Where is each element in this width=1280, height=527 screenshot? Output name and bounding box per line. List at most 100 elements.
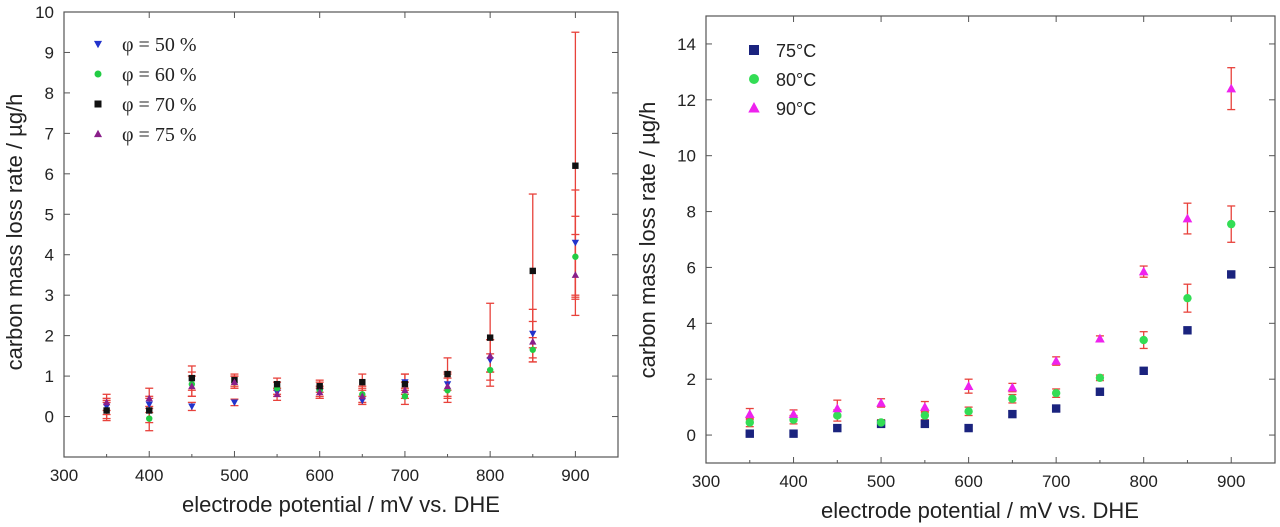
right-point-series-0 xyxy=(1139,366,1148,376)
right-plot-frame xyxy=(705,15,1276,464)
right-y-axis-label: carbon mass loss rate / µg/h xyxy=(635,102,660,379)
left-point-series-3 xyxy=(230,378,239,386)
right-point-series-2 xyxy=(876,397,886,407)
left-point-series-2 xyxy=(103,407,110,414)
right-point-series-1 xyxy=(876,418,886,427)
right-point-series-2 xyxy=(1007,382,1018,392)
right-point-series-1 xyxy=(745,418,754,427)
right-legend: 75°C 80°C 90°C xyxy=(748,41,816,119)
left-x-tick-label: 800 xyxy=(476,466,504,485)
right-point-series-2 xyxy=(1095,333,1105,343)
right-point-series-0 xyxy=(920,419,930,429)
left-point-series-3 xyxy=(145,394,153,402)
right-point-series-2 xyxy=(1182,213,1193,223)
left-point-series-2 xyxy=(146,407,153,414)
left-point-series-3 xyxy=(443,382,452,390)
left-point-series-2 xyxy=(316,383,323,390)
left-y-tick-label: 10 xyxy=(35,3,54,22)
left-point-series-1 xyxy=(572,253,579,260)
left-point-series-3 xyxy=(401,386,409,394)
left-point-series-3 xyxy=(358,392,366,400)
right-y-tick-label: 4 xyxy=(687,314,696,333)
left-plot-frame xyxy=(63,11,619,458)
right-ticks: 300 400 500 600 700 800 900 0 2 4 6 8 10 12 14 xyxy=(677,16,1275,491)
left-point-series-2 xyxy=(486,334,494,341)
right-marks xyxy=(744,67,1237,438)
right-legend-label-0: 75°C xyxy=(776,41,816,61)
right-legend-marker-2 xyxy=(748,102,760,113)
right-x-tick-label: 800 xyxy=(1130,472,1158,491)
right-point-series-1 xyxy=(920,411,930,420)
right-point-series-0 xyxy=(833,423,842,433)
right-x-axis-label: electrode potential / mV vs. DHE xyxy=(821,498,1139,523)
left-legend-label-3: φ = 75 % xyxy=(122,124,196,146)
right-chart: electrode potential / mV vs. DHE carbon … xyxy=(635,15,1276,523)
right-point-series-0 xyxy=(1227,270,1236,279)
right-point-series-0 xyxy=(1051,404,1061,413)
left-point-series-0 xyxy=(529,330,537,338)
left-y-tick-label: 4 xyxy=(45,246,54,265)
right-point-series-0 xyxy=(1008,409,1017,419)
right-y-tick-label: 0 xyxy=(687,426,696,445)
left-point-series-3 xyxy=(529,337,537,345)
left-point-series-2 xyxy=(273,380,281,388)
left-legend-label-0: φ = 50 % xyxy=(122,34,196,56)
right-y-tick-label: 10 xyxy=(677,147,696,166)
right-point-series-1 xyxy=(964,407,973,416)
right-point-series-1 xyxy=(1095,373,1105,382)
left-point-series-3 xyxy=(273,390,281,398)
right-point-series-2 xyxy=(1226,83,1237,93)
right-point-series-1 xyxy=(1051,388,1061,398)
right-y-tick-label: 2 xyxy=(687,370,696,389)
right-x-tick-label: 700 xyxy=(1042,472,1070,491)
right-legend-label-2: 90°C xyxy=(776,99,816,119)
left-point-series-0 xyxy=(188,403,196,411)
left-x-tick-label: 900 xyxy=(561,466,589,485)
left-y-axis-label: carbon mass loss rate / µg/h xyxy=(2,94,27,371)
left-y-tick-label: 7 xyxy=(45,124,54,143)
right-x-tick-label: 900 xyxy=(1217,472,1245,491)
left-point-series-2 xyxy=(529,267,536,275)
right-point-series-1 xyxy=(1008,394,1017,403)
right-point-series-2 xyxy=(832,403,843,413)
left-x-tick-label: 600 xyxy=(306,466,334,485)
right-legend-marker-0 xyxy=(749,45,759,55)
left-legend-marker-3 xyxy=(93,129,103,138)
left-legend-label-2: φ = 70 % xyxy=(122,94,196,116)
left-y-tick-label: 9 xyxy=(45,43,54,62)
left-point-series-1 xyxy=(529,346,536,353)
left-point-series-2 xyxy=(572,162,579,169)
left-chart: electrode potential / mV vs. DHE carbon … xyxy=(2,3,619,517)
left-legend-marker-2 xyxy=(94,100,102,108)
right-point-series-2 xyxy=(788,409,799,418)
right-point-series-1 xyxy=(1183,293,1192,303)
left-x-tick-label: 300 xyxy=(50,466,78,485)
left-point-series-2 xyxy=(444,370,451,378)
left-point-series-1 xyxy=(486,366,494,374)
left-point-series-0 xyxy=(571,239,580,247)
right-point-series-2 xyxy=(744,409,755,418)
right-x-tick-label: 600 xyxy=(954,472,982,491)
right-y-tick-label: 8 xyxy=(687,203,696,222)
left-x-tick-label: 400 xyxy=(135,466,163,485)
right-point-series-1 xyxy=(833,411,842,420)
left-y-tick-label: 1 xyxy=(45,367,54,386)
left-y-tick-label: 5 xyxy=(45,205,54,224)
right-y-tick-label: 6 xyxy=(687,258,696,277)
right-point-series-2 xyxy=(920,402,930,411)
left-y-tick-label: 2 xyxy=(45,327,54,346)
left-point-series-3 xyxy=(316,388,324,396)
right-y-tick-label: 14 xyxy=(677,35,696,54)
left-point-series-0 xyxy=(145,401,153,409)
left-legend: φ = 50 % φ = 60 % φ = 70 % φ = 75 % xyxy=(93,34,196,146)
right-point-series-1 xyxy=(1227,219,1236,229)
right-x-tick-label: 400 xyxy=(779,472,807,491)
left-point-series-2 xyxy=(359,378,366,386)
right-point-series-0 xyxy=(1183,326,1192,335)
right-legend-label-1: 80°C xyxy=(776,70,816,90)
left-y-tick-label: 0 xyxy=(45,408,54,427)
right-point-series-2 xyxy=(963,381,974,390)
right-y-tick-label: 12 xyxy=(677,91,696,110)
right-point-series-0 xyxy=(745,429,754,438)
left-x-tick-label: 700 xyxy=(391,466,419,485)
